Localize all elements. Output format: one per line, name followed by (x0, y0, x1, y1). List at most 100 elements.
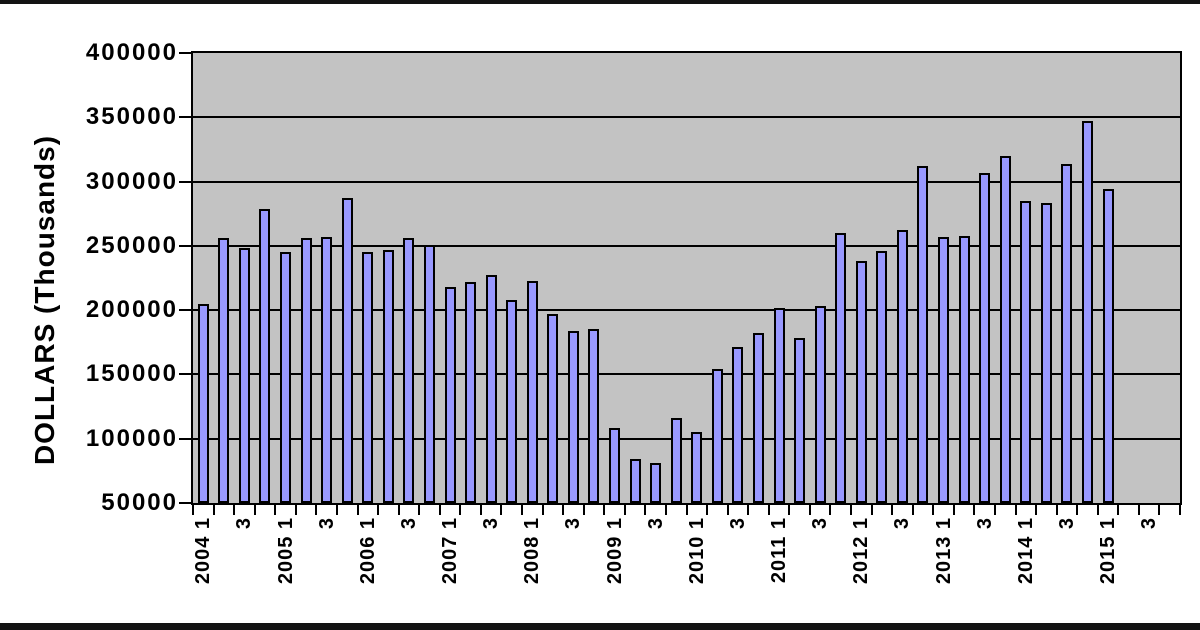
y-axis-tick (179, 502, 191, 504)
bar (526, 280, 538, 503)
x-tick-label: 2015 1 (1097, 517, 1120, 585)
gridline (193, 244, 1180, 247)
y-axis-tick (179, 373, 191, 376)
bar (1102, 189, 1114, 503)
x-axis-tick (623, 505, 626, 515)
bar (444, 287, 456, 503)
x-axis-tick (294, 505, 297, 515)
x-axis-tick (1096, 505, 1099, 515)
x-axis-tick (706, 505, 709, 515)
bar (814, 306, 826, 503)
x-tick-label: 2013 1 (932, 517, 955, 585)
x-tick-label: 3 (726, 517, 749, 530)
x-axis-tick (973, 505, 976, 515)
x-axis-tick (870, 505, 873, 515)
gridline (193, 373, 1180, 376)
x-axis-tick (685, 505, 688, 515)
x-tick-label: 3 (644, 517, 667, 530)
x-tick-label: 2006 1 (356, 517, 379, 585)
x-axis-tick (521, 505, 523, 515)
x-axis-tick (397, 505, 400, 515)
x-tick-label: 2009 1 (603, 517, 626, 585)
bar (259, 208, 271, 503)
x-axis-tick (212, 505, 215, 515)
x-axis-tick (274, 505, 277, 515)
bar (938, 236, 950, 503)
x-axis-tick (911, 505, 914, 515)
bar (362, 252, 374, 503)
y-tick-label: 350000 (85, 103, 178, 131)
bar (300, 238, 312, 503)
bar (485, 275, 497, 503)
x-axis-tick (891, 505, 894, 515)
y-axis-title: DOLLARS (Thousands) (29, 134, 60, 466)
x-tick-label: 2007 1 (439, 517, 462, 585)
y-axis-tick (179, 52, 191, 54)
bar (732, 347, 744, 503)
y-tick-label: 100000 (85, 424, 178, 452)
x-tick-label: 3 (562, 517, 585, 530)
bar (567, 330, 579, 503)
y-tick-label: 400000 (85, 39, 178, 66)
x-tick-label: 2004 1 (192, 517, 215, 585)
x-axis-tick (788, 505, 791, 515)
bar (218, 238, 230, 503)
x-tick-label: 3 (397, 517, 420, 530)
bar (197, 303, 209, 503)
gridline (193, 116, 1180, 119)
bar (1061, 163, 1073, 503)
bar (382, 249, 394, 503)
x-axis-tick (562, 505, 565, 515)
bar (465, 281, 477, 503)
x-axis-tick (1137, 505, 1140, 515)
x-axis-tick (726, 505, 729, 515)
x-axis-tick (603, 505, 606, 515)
x-tick-label: 2005 1 (274, 517, 297, 585)
x-axis-tick (1117, 505, 1120, 515)
x-axis-tick (459, 505, 462, 515)
x-tick-label: 2014 1 (1014, 517, 1037, 585)
x-axis-tick (993, 505, 996, 515)
x-axis-tick (1076, 505, 1079, 515)
x-axis-tick (1179, 505, 1181, 515)
x-axis-tick (829, 505, 832, 515)
x-tick-label: 3 (233, 517, 256, 530)
bar (423, 244, 435, 503)
y-tick-label: 250000 (85, 231, 178, 259)
x-tick-label: 3 (1055, 517, 1078, 530)
bar (896, 230, 908, 503)
bar (1081, 121, 1093, 503)
x-axis-tick (644, 505, 647, 515)
x-axis-tick (541, 505, 544, 515)
x-axis-tick (582, 505, 585, 515)
bottom-border-bar (0, 623, 1200, 630)
bar (1040, 203, 1052, 503)
x-tick-label: 2010 1 (685, 517, 708, 585)
y-tick-label: 200000 (85, 296, 178, 324)
x-axis-tick (233, 505, 236, 515)
x-axis-tick (1014, 505, 1017, 515)
y-axis-tick (179, 309, 191, 312)
bar (835, 233, 847, 503)
bar (1020, 200, 1032, 503)
y-axis-tick (179, 244, 191, 247)
x-tick-label: 2012 1 (850, 517, 873, 585)
y-axis-tick (179, 116, 191, 119)
x-axis-tick (1035, 505, 1038, 515)
x-axis-tick (767, 505, 770, 515)
bar (280, 252, 292, 503)
gridline (193, 437, 1180, 440)
bar (855, 261, 867, 503)
bar (958, 235, 970, 503)
bar (321, 236, 333, 503)
plot-area (191, 51, 1182, 505)
bar (752, 333, 764, 503)
bar (917, 166, 929, 503)
x-axis-tick (335, 505, 338, 515)
x-axis-tick (747, 505, 750, 515)
x-tick-label: 2008 1 (521, 517, 544, 585)
bar (773, 307, 785, 503)
x-tick-label: 3 (809, 517, 832, 530)
x-axis-tick (438, 505, 441, 515)
